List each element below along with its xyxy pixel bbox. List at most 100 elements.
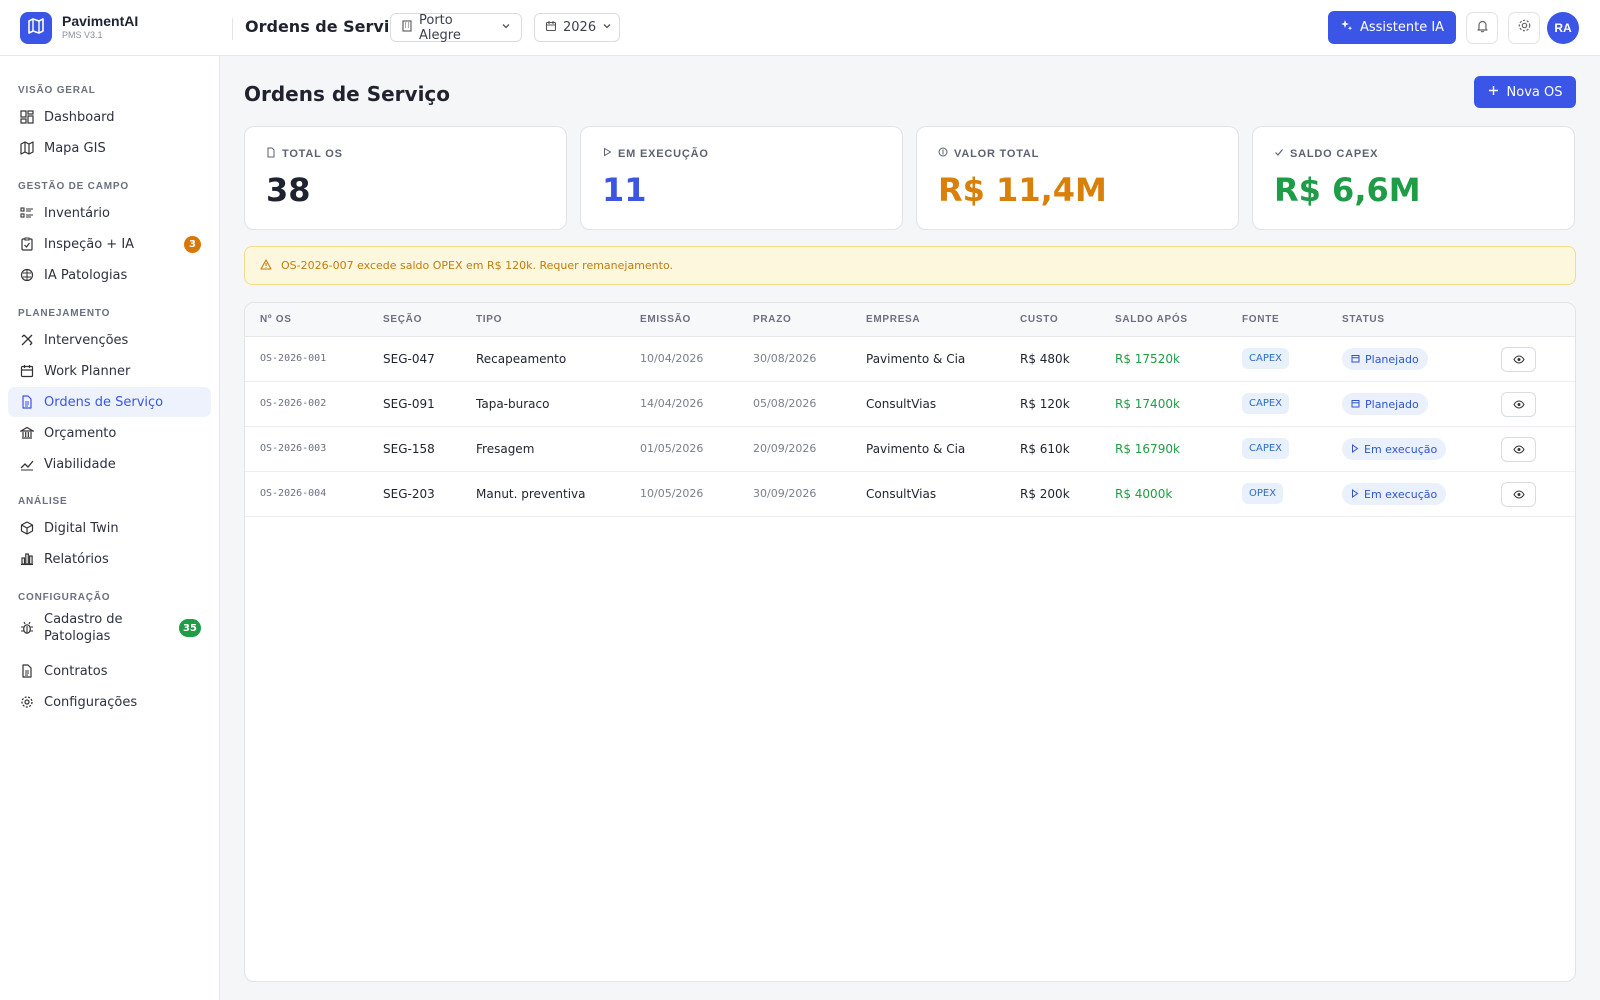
status-text: Em execução [1364,487,1438,501]
sidebar-item-ia-patologias[interactable]: IA Patologias [8,260,211,290]
sidebar-item-label: Inspeção + IA [44,236,135,252]
sidebar-item-label-line1: Cadastro de [44,612,123,627]
avatar[interactable]: RA [1547,12,1579,44]
column-header[interactable]: SEÇÃO [383,314,423,325]
sidebar-item-label: Dashboard [44,109,115,125]
column-header[interactable]: TIPO [476,314,503,325]
sidebar-item-ordens-de-servico[interactable]: Ordens de Serviço [8,387,211,417]
contract-icon [19,663,35,679]
top-title: Ordens de Serviço [245,17,410,36]
sidebar-item-dashboard[interactable]: Dashboard [8,102,211,132]
custo: R$ 610k [1020,442,1070,456]
sidebar-item-viabilidade[interactable]: Viabilidade [8,449,211,479]
sparkles-icon [1340,19,1353,36]
view-button[interactable] [1501,437,1536,462]
app-version: PMS V3.1 [62,30,103,40]
sidebar-item-label: Inventário [44,205,110,221]
empresa: ConsultVias [866,397,937,411]
sidebar-item-cadastro-de-patologias[interactable]: Cadastro de Patologias 35 [8,609,211,647]
view-button[interactable] [1501,392,1536,417]
sidebar-item-work-planner[interactable]: Work Planner [8,356,211,386]
table-row[interactable]: OS-2026-004 SEG-203 Manut. preventiva 10… [245,472,1575,517]
column-header[interactable]: STATUS [1342,314,1385,325]
status-text: Planejado [1365,397,1419,411]
column-header[interactable]: EMPRESA [866,314,921,325]
fonte-tag: CAPEX [1242,348,1290,369]
sidebar-item-label-line2: Patologias [44,629,111,644]
sidebar-item-relatorios[interactable]: Relatórios [8,544,211,574]
emissao: 10/05/2026 [640,487,704,500]
city-select[interactable]: Porto Alegre [390,12,522,43]
plus-icon [1488,85,1499,100]
table-row[interactable]: OS-2026-001 SEG-047 Recapeamento 10/04/2… [245,337,1575,382]
column-header[interactable]: Nº OS [260,314,292,325]
eye-icon [1512,396,1525,414]
status-badge: Em execução [1342,483,1447,505]
sidebar-item-contratos[interactable]: Contratos [8,656,211,686]
chevron-down-icon [501,20,511,35]
app-name: PavimentAI [62,13,139,29]
sidebar-item-inventario[interactable]: Inventário [8,198,211,228]
city-select-value: Porto Alegre [419,12,461,43]
kpi-card-em-execucao: EM EXECUÇÃO 11 [580,126,903,230]
column-header[interactable]: PRAZO [753,314,792,325]
map-logo-icon [27,17,45,40]
calendar-icon [1351,353,1360,366]
prazo: 30/09/2026 [753,487,817,500]
table-row[interactable]: OS-2026-003 SEG-158 Fresagem 01/05/2026 … [245,427,1575,472]
custo: R$ 120k [1020,397,1070,411]
year-select[interactable]: 2026 [534,13,620,42]
sidebar-item-label: Ordens de Serviço [44,394,164,410]
view-button[interactable] [1501,482,1536,507]
empresa: ConsultVias [866,487,937,501]
tipo: Recapeamento [476,352,567,366]
map-icon [19,140,35,156]
sidebar-section-title: VISÃO GERAL [18,85,96,96]
sidebar-section-title: GESTÃO DE CAMPO [18,181,129,192]
sidebar: VISÃO GERAL Dashboard Mapa GIS GESTÃO DE… [0,56,220,1000]
sidebar-item-label: Configurações [44,694,138,710]
emissao: 14/04/2026 [640,397,704,410]
table-row[interactable]: OS-2026-002 SEG-091 Tapa-buraco 14/04/20… [245,382,1575,427]
brand: PavimentAI PMS V3.1 [62,13,138,41]
settings-button[interactable] [1508,12,1540,44]
tools-icon [19,332,35,348]
view-button[interactable] [1501,347,1536,372]
saldo-apos: R$ 17400k [1115,397,1180,411]
secao: SEG-091 [383,397,435,411]
sidebar-item-label: Digital Twin [44,520,119,536]
sidebar-item-mapa-gis[interactable]: Mapa GIS [8,133,211,163]
new-os-button[interactable]: Nova OS [1474,76,1576,108]
column-header[interactable]: EMISSÃO [640,314,692,325]
play-icon [1351,443,1359,456]
column-header[interactable]: CUSTO [1020,314,1059,325]
column-header[interactable]: FONTE [1242,314,1280,325]
sidebar-item-orcamento[interactable]: Orçamento [8,418,211,448]
column-header[interactable]: SALDO APÓS [1115,314,1188,325]
count-badge: 35 [179,619,201,637]
assistant-button[interactable]: Assistente IA [1328,11,1456,44]
secao: SEG-203 [383,487,435,501]
status-badge: Planejado [1342,348,1428,370]
sidebar-item-intervencoes[interactable]: Intervenções [8,325,211,355]
prazo: 30/08/2026 [753,352,817,365]
chevron-down-icon [602,20,612,35]
sidebar-item-inspecao-ia[interactable]: Inspeção + IA 3 [8,229,211,259]
empresa: Pavimento & Cia [866,352,966,366]
logo[interactable] [20,12,52,44]
calendar-icon [19,363,35,379]
bug-icon [19,620,35,636]
bar-chart-icon [19,551,35,567]
secao: SEG-047 [383,352,435,366]
notifications-button[interactable] [1466,12,1498,44]
play-icon [602,147,612,160]
trend-icon [19,456,35,472]
cube-icon [19,520,35,536]
saldo-apos: R$ 16790k [1115,442,1180,456]
custo: R$ 480k [1020,352,1070,366]
sidebar-item-configuracoes[interactable]: Configurações [8,687,211,717]
bell-icon [1475,18,1490,38]
status-text: Planejado [1365,352,1419,366]
top-bar: PavimentAI PMS V3.1 Ordens de Serviço Po… [0,0,1600,56]
sidebar-item-digital-twin[interactable]: Digital Twin [8,513,211,543]
